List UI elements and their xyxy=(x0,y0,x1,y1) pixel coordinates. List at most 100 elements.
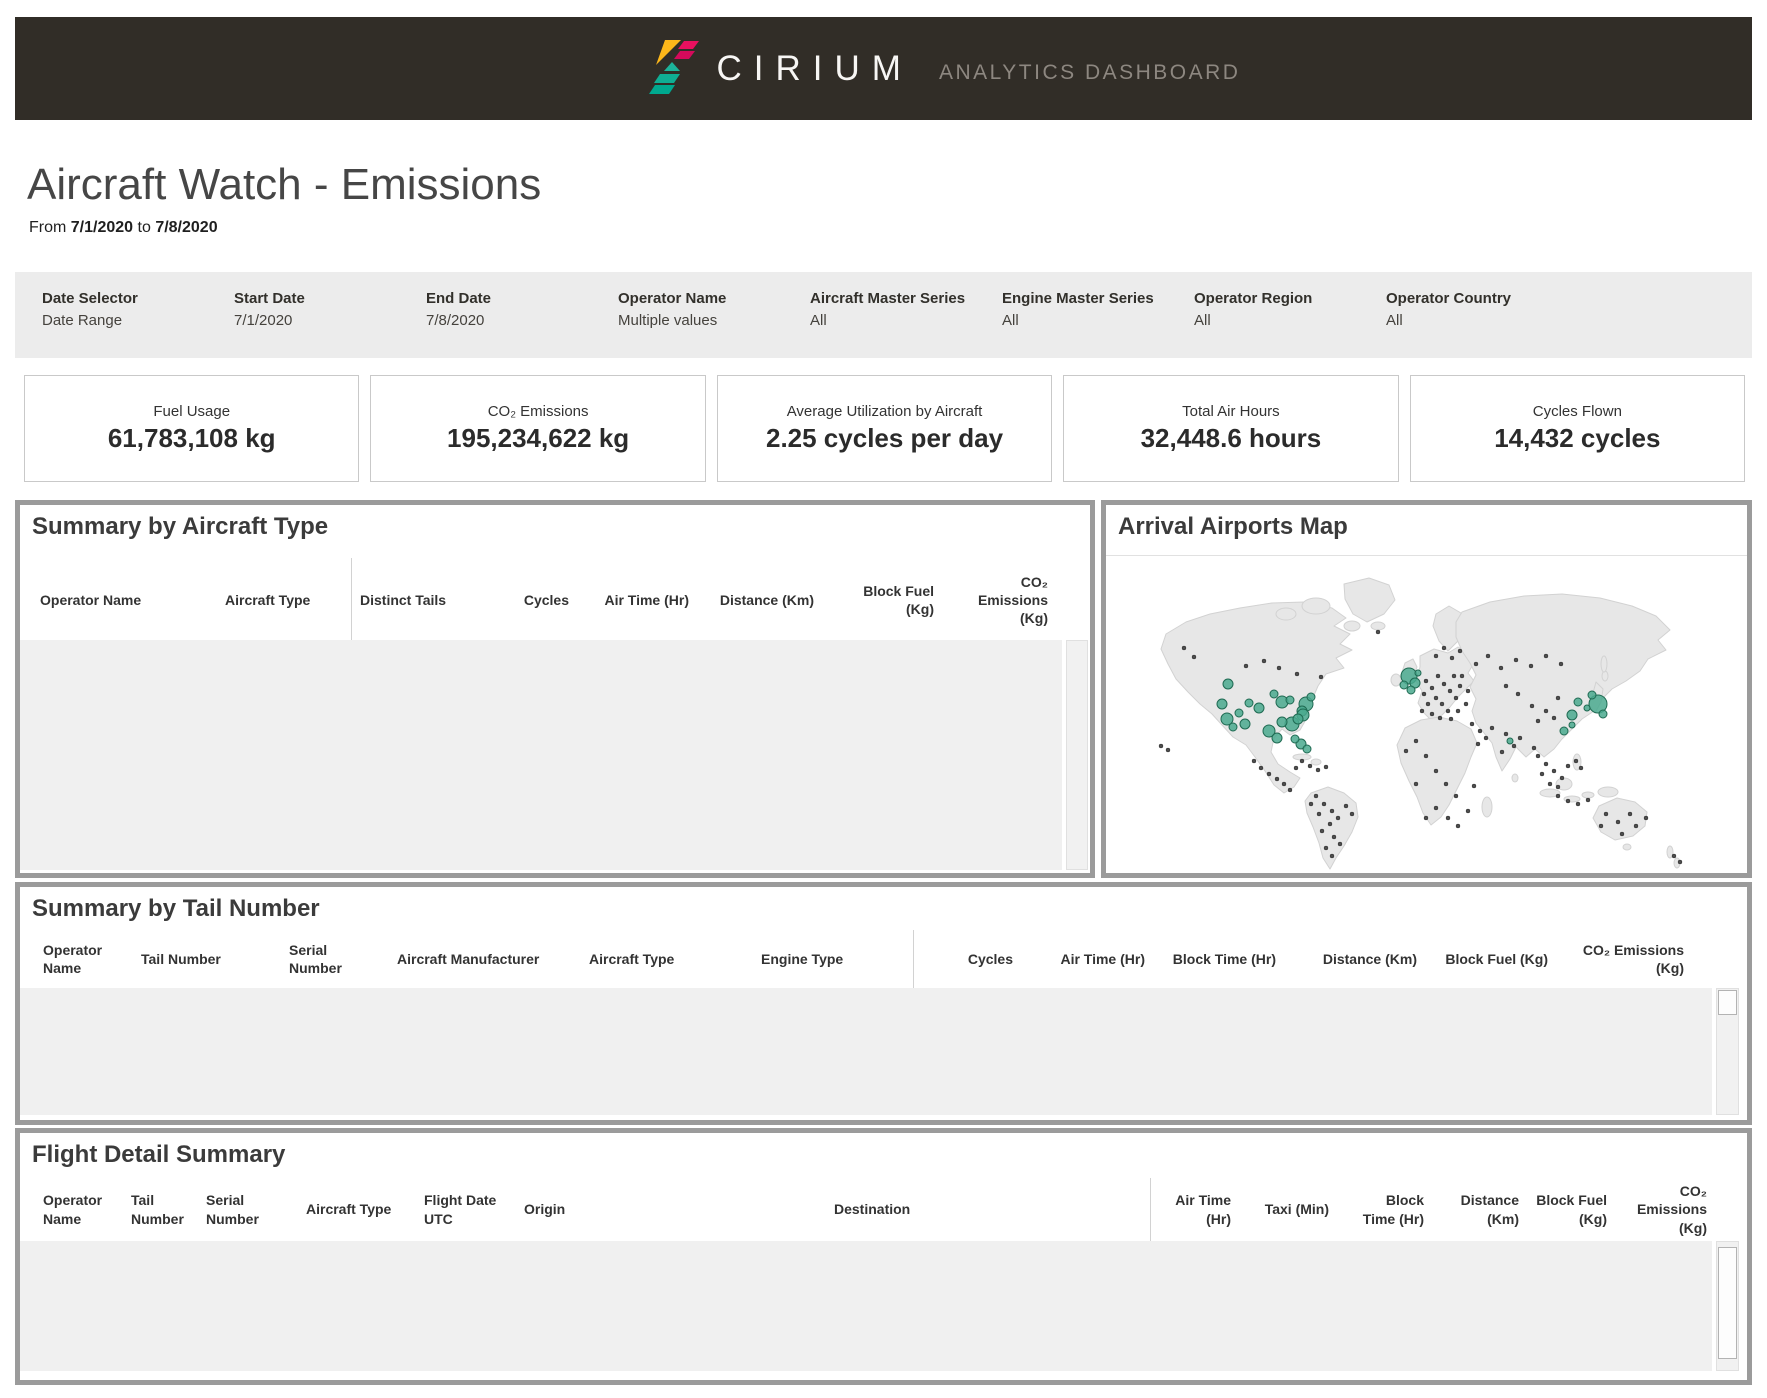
airport-dot-minor[interactable] xyxy=(1452,674,1456,678)
airport-dot-major[interactable] xyxy=(1303,745,1311,753)
airport-dot-minor[interactable] xyxy=(1446,709,1450,713)
airport-dot-major[interactable] xyxy=(1307,693,1315,701)
airport-dot-major[interactable] xyxy=(1217,699,1227,709)
airport-dot-minor[interactable] xyxy=(1324,765,1328,769)
airport-dot-major[interactable] xyxy=(1560,727,1568,735)
column-header-cycles[interactable]: Cycles xyxy=(914,950,1021,968)
airport-dot-minor[interactable] xyxy=(1628,812,1632,816)
airport-dot-minor[interactable] xyxy=(1536,719,1540,723)
airport-dot-minor[interactable] xyxy=(1486,654,1490,658)
airport-dot-major[interactable] xyxy=(1584,705,1590,711)
airport-dot-minor[interactable] xyxy=(1470,722,1474,726)
airport-dot-minor[interactable] xyxy=(1456,824,1460,828)
airport-dot-minor[interactable] xyxy=(1166,748,1170,752)
airport-dot-minor[interactable] xyxy=(1536,754,1540,758)
airport-dot-minor[interactable] xyxy=(1552,769,1556,773)
airport-dot-minor[interactable] xyxy=(1484,736,1488,740)
column-header-aircraft-type[interactable]: Aircraft Type xyxy=(581,950,753,968)
airport-dot-minor[interactable] xyxy=(1426,702,1430,706)
airport-dot-minor[interactable] xyxy=(1320,829,1324,833)
airport-dot-minor[interactable] xyxy=(1330,809,1334,813)
airport-dot-minor[interactable] xyxy=(1422,692,1426,696)
filter-operator-country[interactable]: Operator CountryAll xyxy=(1386,290,1578,358)
airport-dot-minor[interactable] xyxy=(1672,854,1676,858)
column-header-operator-name[interactable]: Operator Name xyxy=(35,941,133,977)
airport-dot-minor[interactable] xyxy=(1434,806,1438,810)
column-header-tail-number[interactable]: Tail Number xyxy=(123,1191,198,1227)
airport-dot-major[interactable] xyxy=(1407,686,1415,694)
airport-dot-minor[interactable] xyxy=(1295,672,1299,676)
column-header-air-time-hr[interactable]: Air Time (Hr) xyxy=(1021,950,1153,968)
airport-dot-minor[interactable] xyxy=(1424,754,1428,758)
airport-dot-minor[interactable] xyxy=(1504,732,1508,736)
column-header-block-fuel-kg[interactable]: Block Fuel (Kg) xyxy=(1527,1191,1615,1227)
airport-dot-minor[interactable] xyxy=(1574,759,1578,763)
airport-dot-minor[interactable] xyxy=(1518,736,1522,740)
filter-end-date[interactable]: End Date7/8/2020 xyxy=(426,290,618,358)
airport-dot-minor[interactable] xyxy=(1599,824,1603,828)
airport-dot-minor[interactable] xyxy=(1330,854,1334,858)
airport-dot-major[interactable] xyxy=(1223,679,1233,689)
column-header-air-time-hr[interactable]: Air Time (Hr) xyxy=(577,591,697,609)
airport-dot-minor[interactable] xyxy=(1634,824,1638,828)
airport-dot-minor[interactable] xyxy=(1267,772,1271,776)
airport-dot-major[interactable] xyxy=(1270,690,1278,698)
airport-dot-major[interactable] xyxy=(1291,735,1299,743)
airport-dot-minor[interactable] xyxy=(1414,782,1418,786)
airport-dot-minor[interactable] xyxy=(1314,794,1318,798)
column-header-aircraft-type[interactable]: Aircraft Type xyxy=(217,591,351,609)
airport-dot-minor[interactable] xyxy=(1566,764,1570,768)
airport-dot-minor[interactable] xyxy=(1319,675,1323,679)
column-header-distinct-tails[interactable]: Distinct Tails xyxy=(352,591,470,609)
column-header-block-time-hr[interactable]: Block Time (Hr) xyxy=(1337,1191,1432,1227)
airport-dot-minor[interactable] xyxy=(1456,709,1460,713)
airport-dot-minor[interactable] xyxy=(1516,692,1520,696)
airport-dot-minor[interactable] xyxy=(1192,655,1196,659)
airport-dot-minor[interactable] xyxy=(1262,659,1266,663)
airport-dot-major[interactable] xyxy=(1277,717,1287,727)
airport-dot-minor[interactable] xyxy=(1282,782,1286,786)
airport-dot-minor[interactable] xyxy=(1446,816,1450,820)
airport-dot-minor[interactable] xyxy=(1316,768,1320,772)
column-header-co-emissions-kg[interactable]: CO₂ Emissions (Kg) xyxy=(1556,941,1692,977)
airport-dot-major[interactable] xyxy=(1599,710,1607,718)
column-header-block-time-hr[interactable]: Block Time (Hr) xyxy=(1153,950,1284,968)
column-header-tail-number[interactable]: Tail Number xyxy=(133,950,281,968)
airport-dot-minor[interactable] xyxy=(1544,654,1548,658)
airport-dot-minor[interactable] xyxy=(1444,782,1448,786)
airport-dot-minor[interactable] xyxy=(1472,784,1476,788)
column-header-distance-km[interactable]: Distance (Km) xyxy=(1432,1191,1527,1227)
airport-dot-minor[interactable] xyxy=(1540,772,1544,776)
filter-value-start-date[interactable]: 7/1/2020 xyxy=(234,312,426,329)
column-header-co-emissions-kg[interactable]: CO₂ Emissions (Kg) xyxy=(942,573,1056,628)
airport-dot-minor[interactable] xyxy=(1559,662,1563,666)
airport-dot-minor[interactable] xyxy=(1294,766,1298,770)
airport-dot-minor[interactable] xyxy=(1576,802,1580,806)
airport-dot-minor[interactable] xyxy=(1434,654,1438,658)
airport-dot-minor[interactable] xyxy=(1616,820,1620,824)
airport-dot-major[interactable] xyxy=(1286,696,1294,704)
airport-dot-minor[interactable] xyxy=(1424,679,1428,683)
airport-dot-minor[interactable] xyxy=(1552,716,1556,720)
filter-value-engine-master-series[interactable]: All xyxy=(1002,312,1194,329)
airport-dot-minor[interactable] xyxy=(1309,802,1313,806)
airport-dot-minor[interactable] xyxy=(1414,739,1418,743)
airport-dot-minor[interactable] xyxy=(1448,689,1452,693)
airport-dot-minor[interactable] xyxy=(1566,799,1570,803)
filter-value-date-selector[interactable]: Date Range xyxy=(42,312,234,329)
airport-dot-minor[interactable] xyxy=(1324,846,1328,850)
airport-dot-minor[interactable] xyxy=(1474,662,1478,666)
airport-dot-major[interactable] xyxy=(1588,691,1596,699)
airport-dot-major[interactable] xyxy=(1567,710,1577,720)
airport-dot-minor[interactable] xyxy=(1336,816,1340,820)
airport-dot-minor[interactable] xyxy=(1317,812,1321,816)
airport-dot-minor[interactable] xyxy=(1460,674,1464,678)
column-header-serial-number[interactable]: Serial Number xyxy=(281,941,389,977)
airport-dot-minor[interactable] xyxy=(1376,630,1380,634)
airport-dot-minor[interactable] xyxy=(1182,646,1186,650)
airport-dot-minor[interactable] xyxy=(1404,749,1408,753)
airport-dot-minor[interactable] xyxy=(1300,759,1304,763)
airport-dot-minor[interactable] xyxy=(1322,802,1326,806)
airport-dot-minor[interactable] xyxy=(1454,696,1458,700)
airport-dot-minor[interactable] xyxy=(1450,656,1454,660)
